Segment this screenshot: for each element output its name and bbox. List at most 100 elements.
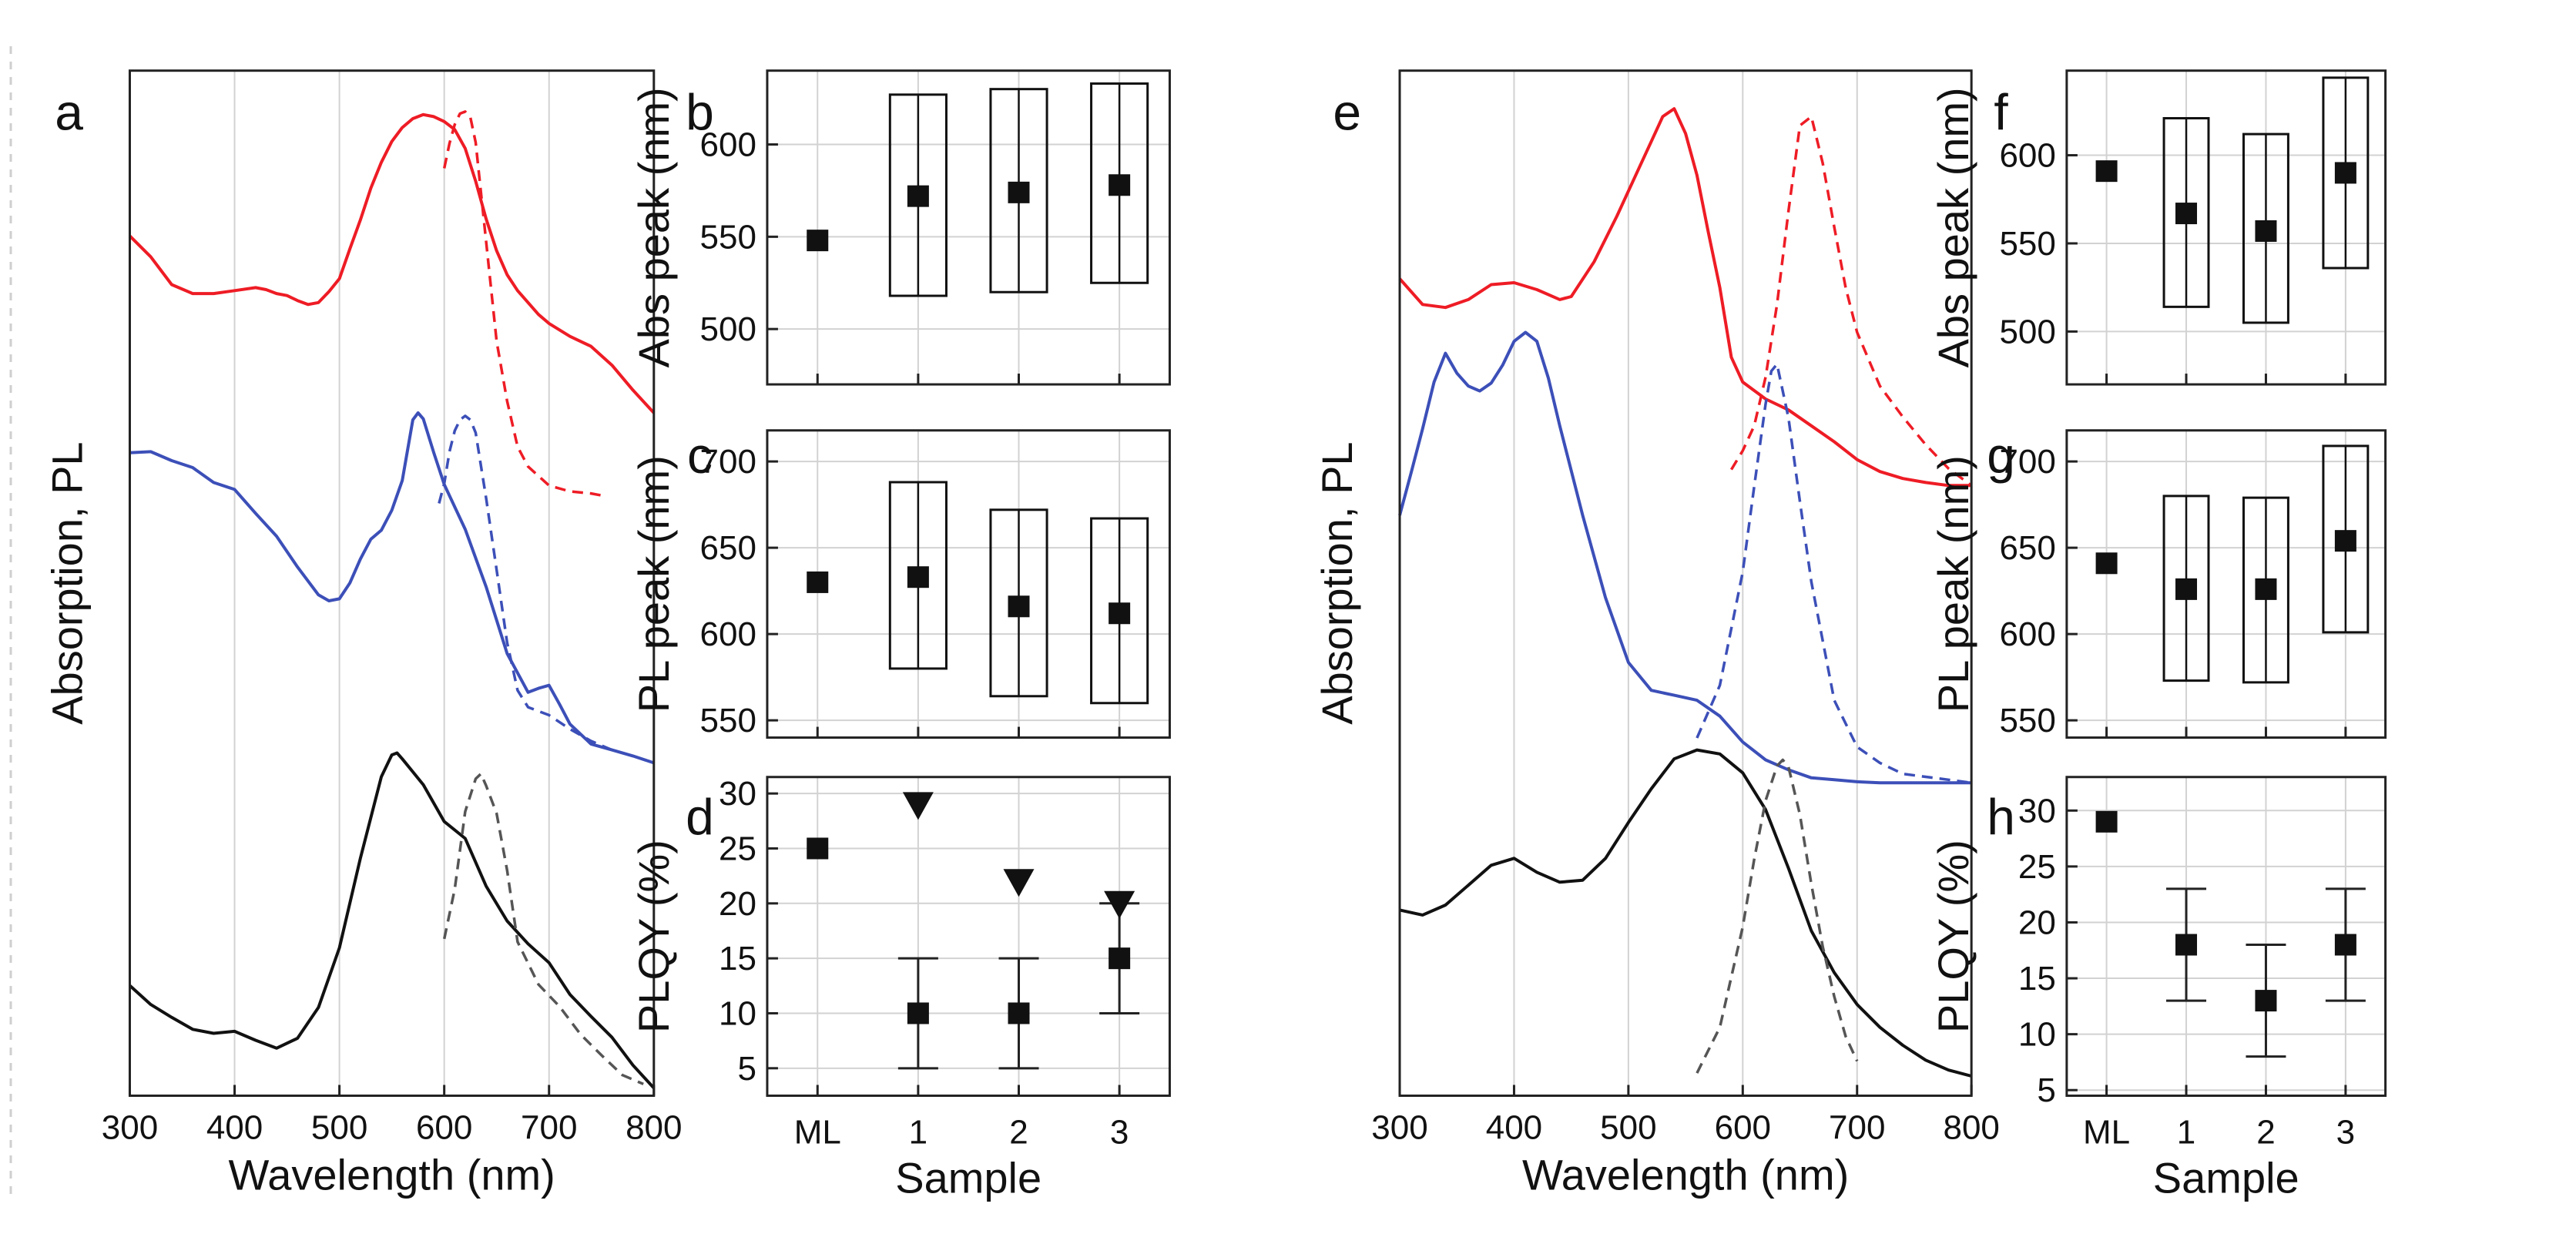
data-point [2334, 162, 2356, 184]
y-axis-label: PLQY (%) [1929, 840, 1977, 1033]
y-tick-label: 600 [1999, 615, 2055, 653]
x-tick-label: 300 [102, 1108, 158, 1146]
x-tick-label: 1 [2177, 1113, 2195, 1151]
series-line [129, 751, 656, 1089]
panel-label: a [55, 83, 83, 140]
x-axis-label: Wavelength (nm) [228, 1150, 555, 1199]
series-line [129, 112, 656, 414]
y-axis-label: Absorption, PL [1313, 441, 1361, 724]
plot-frame [2065, 69, 2387, 386]
data-point [2255, 220, 2277, 242]
series-line [1399, 748, 1972, 1078]
x-tick-label: 2 [1009, 1113, 1028, 1151]
data-point [907, 566, 929, 588]
y-tick-label: 25 [719, 830, 756, 867]
x-axis-label: Sample [895, 1153, 1041, 1202]
x-tick-label: 700 [1829, 1108, 1885, 1146]
x-tick-label: 2 [2256, 1113, 2275, 1151]
x-tick-label: 400 [1486, 1108, 1542, 1146]
data-point [2334, 934, 2356, 956]
data-point [1109, 174, 1131, 196]
panel-label: f [1994, 83, 2008, 140]
series-line [442, 772, 644, 1085]
y-tick-label: 550 [700, 702, 756, 739]
triangle-marker [902, 792, 934, 820]
y-tick-label: 15 [719, 940, 756, 977]
series-line [1398, 107, 1972, 488]
y-axis-label: Abs peak (nm) [1929, 87, 1977, 367]
plot-frame [2065, 429, 2387, 739]
data-point [2175, 578, 2198, 600]
x-tick-label: 500 [311, 1108, 367, 1146]
plot-frame [766, 69, 1171, 386]
data-point [807, 571, 829, 593]
x-tick-label: 300 [1371, 1108, 1427, 1146]
plot-frame [1398, 69, 1973, 1097]
data-point [2334, 530, 2356, 552]
y-axis-label: Absorption, PL [42, 441, 91, 724]
x-tick-label: 1 [909, 1113, 927, 1151]
panel-label: b [686, 83, 714, 140]
series-line [1730, 115, 1973, 487]
data-point [907, 185, 929, 207]
x-axis-label: Wavelength (nm) [1522, 1150, 1849, 1199]
triangle-marker [1104, 890, 1135, 919]
data-point [1109, 947, 1131, 970]
data-point [1008, 181, 1030, 203]
y-tick-label: 600 [700, 126, 756, 164]
y-tick-label: 10 [2018, 1016, 2056, 1054]
x-tick-label: 500 [1600, 1108, 1656, 1146]
y-tick-label: 650 [1999, 529, 2055, 567]
y-tick-label: 500 [1999, 313, 2055, 350]
panel-label: d [686, 788, 714, 845]
x-tick-label: ML [794, 1113, 841, 1151]
y-axis-label: PL peak (nm) [1929, 455, 1977, 713]
x-tick-label: 3 [2336, 1113, 2355, 1151]
data-point [807, 230, 829, 252]
y-tick-label: 30 [2018, 792, 2056, 830]
y-tick-label: 10 [719, 994, 756, 1032]
y-tick-label: 15 [2018, 960, 2056, 998]
plot-frame [766, 776, 1171, 1097]
plot-frame [2065, 776, 2387, 1097]
x-tick-label: 700 [521, 1108, 577, 1146]
y-tick-label: 20 [2018, 904, 2056, 941]
data-point [1008, 595, 1030, 618]
y-tick-label: 5 [2037, 1071, 2055, 1109]
y-axis-label: PLQY (%) [629, 840, 678, 1033]
data-point [2095, 552, 2118, 575]
panel-label: e [1333, 83, 1361, 140]
panel-label: h [1987, 788, 2015, 845]
data-point [2255, 990, 2277, 1012]
series-line [129, 411, 655, 765]
x-axis-label: Sample [2153, 1153, 2299, 1202]
x-tick-label: 3 [1110, 1113, 1129, 1151]
data-point [1109, 602, 1131, 625]
y-tick-label: 500 [700, 310, 756, 348]
y-tick-label: 550 [1999, 702, 2055, 739]
x-tick-label: ML [2083, 1113, 2130, 1151]
plot-frame [128, 69, 656, 1097]
y-tick-label: 600 [700, 615, 756, 653]
y-tick-label: 25 [2018, 848, 2056, 886]
data-point [2175, 203, 2198, 225]
triangle-marker [1003, 869, 1035, 897]
data-point [2255, 578, 2277, 600]
x-tick-label: 400 [206, 1108, 263, 1146]
data-point [1008, 1002, 1030, 1024]
x-tick-label: 600 [1715, 1108, 1771, 1146]
y-tick-label: 30 [719, 775, 756, 813]
y-tick-label: 600 [1999, 137, 2055, 175]
series-line [1398, 330, 1972, 785]
data-point [807, 837, 829, 860]
x-tick-label: 800 [626, 1108, 682, 1146]
panel-label: g [1987, 427, 2015, 484]
x-tick-label: 800 [1943, 1108, 1999, 1146]
y-tick-label: 700 [700, 443, 756, 481]
series-line [438, 414, 655, 765]
series-line [1696, 758, 1859, 1074]
y-tick-label: 650 [700, 529, 756, 567]
y-axis-label: PL peak (nm) [629, 455, 678, 713]
y-tick-label: 550 [1999, 225, 2055, 263]
